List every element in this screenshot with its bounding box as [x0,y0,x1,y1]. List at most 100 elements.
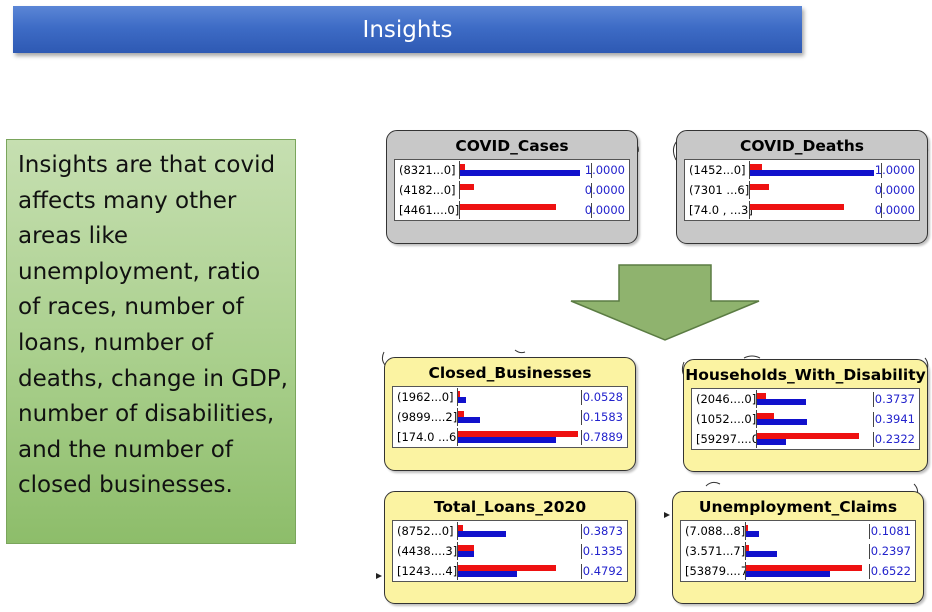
probability-bar [458,417,480,423]
state-row[interactable]: [59297....0] 0.2322 [692,429,919,449]
state-bar-area [749,161,874,179]
state-row[interactable]: (1052....0] 0.3941 [692,409,919,429]
evidence-bar [458,565,556,571]
state-probability-value: 0.2397 [870,544,911,558]
state-bar-area [457,428,578,446]
value-separator [581,390,582,405]
evidence-bar [458,525,463,531]
node-covid-deaths[interactable]: COVID_Deaths (1452...0] 1.0000 (7301 ...6]… [676,130,928,244]
state-row[interactable]: (2046....0] 0.3737 [692,389,919,409]
state-bar-area [459,201,580,219]
evidence-bar [750,204,845,210]
node-title: COVID_Deaths [739,137,865,155]
state-label: [1243....4] [397,564,458,578]
state-bar-area [457,408,578,426]
state-label: (9899....2] [397,410,458,424]
state-table: (2046....0] 0.3737 (1052....0] 0.3941 [59297… [691,388,920,450]
probability-bar [458,531,506,537]
state-row[interactable]: [53879....7] 0.6522 [681,561,915,581]
state-probability-value: 0.0000 [584,203,625,217]
evidence-bar [750,184,769,190]
state-row[interactable]: [174.0 ...6] 0.7889 [393,427,627,447]
state-probability-value: 0.3941 [874,412,915,426]
probability-bar [750,170,874,176]
state-probability-value: 0.0528 [582,390,623,404]
state-label: (4438....3] [397,544,458,558]
evidence-bar [757,413,774,419]
state-label: [4461....0] [399,203,460,217]
probability-bar [460,170,580,176]
probability-bar [458,397,467,403]
value-separator [881,183,882,198]
state-label: [174.0 ...6] [397,430,461,444]
state-probability-value: 0.1081 [870,524,911,538]
state-bar-area [756,390,861,408]
value-separator [581,564,582,579]
node-unemployment-claims[interactable]: Unemployment_Claims (7.088...8] 0.1081 (3.… [672,491,924,604]
evidence-bar [458,545,474,551]
state-label: (1052....0] [696,412,757,426]
state-probability-value: 1.0000 [874,163,915,177]
node-title: COVID_Cases [455,137,569,155]
node-title: Total_Loans_2020 [433,498,587,516]
state-bar-area [745,522,862,540]
state-label: [59297....0] [696,432,764,446]
node-households-with-disability[interactable]: Households_With_Disability (2046....0] 0.… [683,359,928,472]
state-bar-area [745,542,862,560]
probability-bar [746,571,830,577]
state-row[interactable]: (8752...0] 0.3873 [393,521,627,541]
probability-bar [458,437,557,443]
evidence-bar [458,431,578,437]
state-label: (4182...0] [399,183,456,197]
state-probability-value: 1.0000 [584,163,625,177]
value-separator [881,203,882,218]
state-row[interactable]: (1452...0] 1.0000 [685,160,919,180]
state-row[interactable]: (8321...0] 1.0000 [395,160,629,180]
state-row[interactable]: [4461....0] 0.0000 [395,200,629,220]
state-row[interactable]: (7.088...8] 0.1081 [681,521,915,541]
state-row[interactable]: [1243....4] 0.4792 [393,561,627,581]
insight-box: Insights are that covid affects many oth… [6,139,296,544]
state-label: [74.0 , ...3] [689,203,753,217]
state-row[interactable]: (7301 ...6] 0.0000 [685,180,919,200]
value-separator [873,432,874,447]
value-separator [581,410,582,425]
node-title: Households_With_Disability [685,366,926,384]
state-row[interactable]: (9899....2] 0.1583 [393,407,627,427]
value-separator [591,203,592,218]
value-separator [873,392,874,407]
probability-bar [746,531,759,537]
state-bar-area [756,430,861,448]
value-separator [881,163,882,178]
probability-bar [757,419,807,425]
evidence-bar [458,411,464,417]
value-separator [873,412,874,427]
node-covid-cases[interactable]: COVID_Cases (8321...0] 1.0000 (4182...0] 0.… [386,130,638,244]
state-table: (8321...0] 1.0000 (4182...0] 0.0000 [4461...… [394,159,630,221]
state-probability-value: 0.1335 [582,544,623,558]
probability-bar [458,571,517,577]
insight-text: Insights are that covid affects many oth… [18,152,288,499]
node-title: Unemployment_Claims [698,498,898,516]
value-separator [581,430,582,445]
state-row[interactable]: (3.571...7] 0.2397 [681,541,915,561]
state-row[interactable]: (1962...0] 0.0528 [393,387,627,407]
state-bar-area [459,181,580,199]
state-row[interactable]: [74.0 , ...3] 0.0000 [685,200,919,220]
probability-bar [757,399,806,405]
probability-bar [746,551,778,557]
state-table: (1962...0] 0.0528 (9899....2] 0.1583 [174.0 … [392,386,628,448]
evidence-bar [750,164,763,170]
node-total-loans-2020[interactable]: Total_Loans_2020 (8752...0] 0.3873 (4438..… [384,491,636,604]
evidence-bar [746,525,749,531]
state-row[interactable]: (4438....3] 0.1335 [393,541,627,561]
state-row[interactable]: (4182...0] 0.0000 [395,180,629,200]
state-probability-value: 0.1583 [582,410,623,424]
state-bar-area [756,410,861,428]
state-probability-value: 0.3737 [874,392,915,406]
down-arrow-icon [570,264,760,341]
probability-bar [458,551,474,557]
evidence-bar [460,204,556,210]
node-closed-businesses[interactable]: Closed_Businesses (1962...0] 0.0528 (9899.… [384,357,636,471]
state-bar-area [745,562,862,580]
